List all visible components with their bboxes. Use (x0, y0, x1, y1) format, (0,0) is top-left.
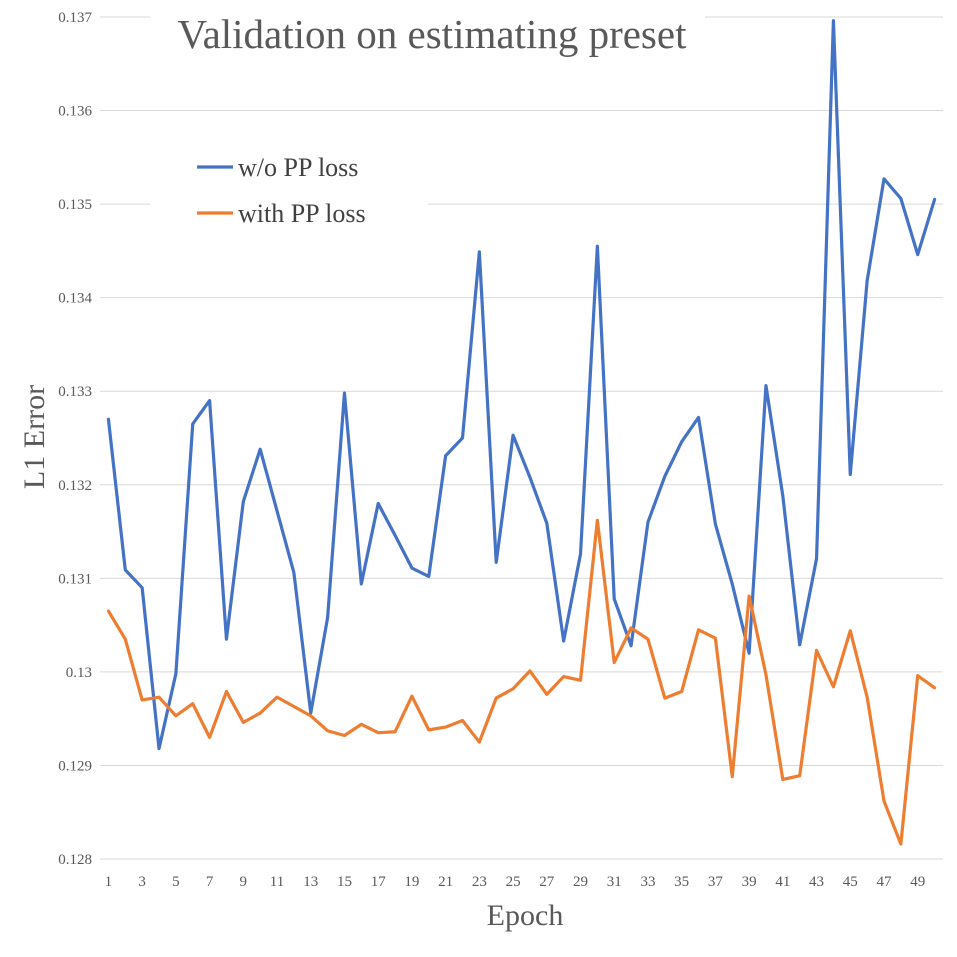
x-tick-label: 47 (876, 874, 892, 890)
legend-label-w-o-pp-loss: w/o PP loss (238, 153, 358, 182)
title-background (150, 10, 705, 65)
x-axis-title: Epoch (487, 899, 564, 932)
y-tick-label: 0.132 (58, 478, 92, 494)
x-tick-label: 27 (539, 874, 555, 890)
x-tick-label: 17 (371, 874, 387, 890)
y-axis-ticks: 0.128 0.129 0.13 0.131 0.132 0.133 0.134 0.135 0… (58, 10, 92, 868)
x-tick-label: 1 (105, 874, 113, 890)
x-tick-label: 19 (404, 874, 419, 890)
x-tick-label: 9 (240, 874, 248, 890)
series-lines (106, 19, 937, 846)
y-tick-label: 0.128 (58, 852, 92, 868)
chart-title: Validation on estimating preset (178, 11, 688, 57)
y-tick-label: 0.135 (58, 197, 92, 213)
series-line-with-pp-loss (106, 518, 937, 846)
x-tick-label: 11 (270, 874, 284, 890)
y-tick-label: 0.133 (58, 384, 92, 400)
x-tick-label: 13 (303, 874, 318, 890)
y-axis-title: L1 Error (18, 385, 51, 489)
x-tick-label: 29 (573, 874, 588, 890)
gridlines (100, 16, 943, 860)
y-tick-label: 0.136 (58, 104, 92, 120)
x-tick-label: 41 (775, 874, 790, 890)
legend-label-with-pp-loss: with PP loss (238, 199, 366, 228)
x-tick-label: 33 (640, 874, 655, 890)
x-tick-label: 31 (607, 874, 622, 890)
x-tick-label: 39 (742, 874, 757, 890)
y-tick-label: 0.13 (66, 665, 92, 681)
x-tick-label: 37 (708, 874, 724, 890)
legend-background (150, 145, 428, 240)
x-tick-label: 15 (337, 874, 352, 890)
x-tick-label: 43 (809, 874, 824, 890)
x-axis-ticks: 1 3 5 7 9 11 13 15 17 19 21 23 25 27 29 31 33 35 37 39 41 43 4… (105, 874, 926, 890)
x-tick-label: 49 (910, 874, 925, 890)
y-tick-label: 0.131 (58, 571, 92, 587)
legend: w/o PP loss with PP loss (150, 145, 428, 240)
x-tick-label: 3 (138, 874, 146, 890)
x-tick-label: 21 (438, 874, 453, 890)
x-tick-label: 23 (472, 874, 487, 890)
x-tick-label: 35 (674, 874, 689, 890)
x-tick-label: 45 (843, 874, 858, 890)
y-tick-label: 0.134 (58, 291, 92, 307)
series-line-w-o-pp-loss (106, 19, 937, 751)
y-tick-label: 0.137 (58, 10, 92, 26)
x-tick-label: 5 (172, 874, 180, 890)
x-tick-label: 7 (206, 874, 214, 890)
y-tick-label: 0.129 (58, 758, 92, 774)
x-tick-label: 25 (506, 874, 521, 890)
